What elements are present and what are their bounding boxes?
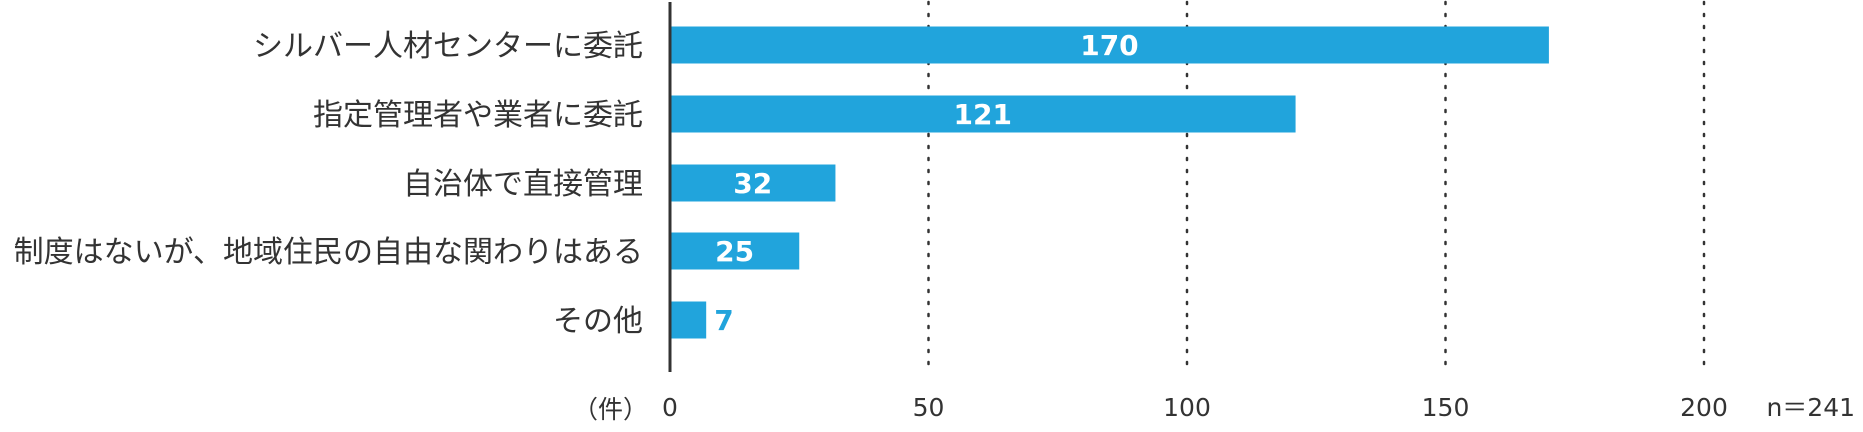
value-label-2: 32 (733, 167, 772, 200)
sample-size-note: n＝241 (1766, 393, 1855, 422)
bar-2 (670, 164, 836, 202)
x-axis-unit-label: （件） (573, 395, 648, 424)
x-tick-label-200: 200 (1680, 393, 1728, 422)
category-label-1: 指定管理者や業者に委託 (313, 98, 643, 133)
value-label-3: 25 (715, 235, 754, 268)
value-label-0: 170 (1080, 29, 1138, 62)
value-label-1: 121 (954, 98, 1012, 131)
bar-0 (670, 26, 1549, 64)
category-labels: シルバー人材センターに委託指定管理者や業者に委託自治体で直接管理制度はないが、地… (14, 29, 643, 339)
bars (670, 26, 1549, 339)
x-tick-label-100: 100 (1163, 393, 1211, 422)
x-tick-labels: 0 50 100 150 200 (662, 393, 1728, 422)
x-tick-label-150: 150 (1422, 393, 1470, 422)
bar-4 (670, 301, 707, 339)
category-label-4: その他 (553, 304, 643, 339)
value-label-4: 7 (714, 304, 733, 337)
category-label-0: シルバー人材センターに委託 (253, 29, 643, 64)
category-label-3: 制度はないが、地域住民の自由な関わりはある (14, 235, 643, 270)
category-label-2: 自治体で直接管理 (403, 167, 643, 202)
x-tick-label-50: 50 (913, 393, 945, 422)
value-labels: 170 121 32 25 7 (714, 29, 1138, 337)
bar-3 (670, 232, 800, 270)
grid-lines (927, 0, 1706, 374)
x-tick-label-0: 0 (662, 393, 678, 422)
bar-1 (670, 95, 1296, 133)
